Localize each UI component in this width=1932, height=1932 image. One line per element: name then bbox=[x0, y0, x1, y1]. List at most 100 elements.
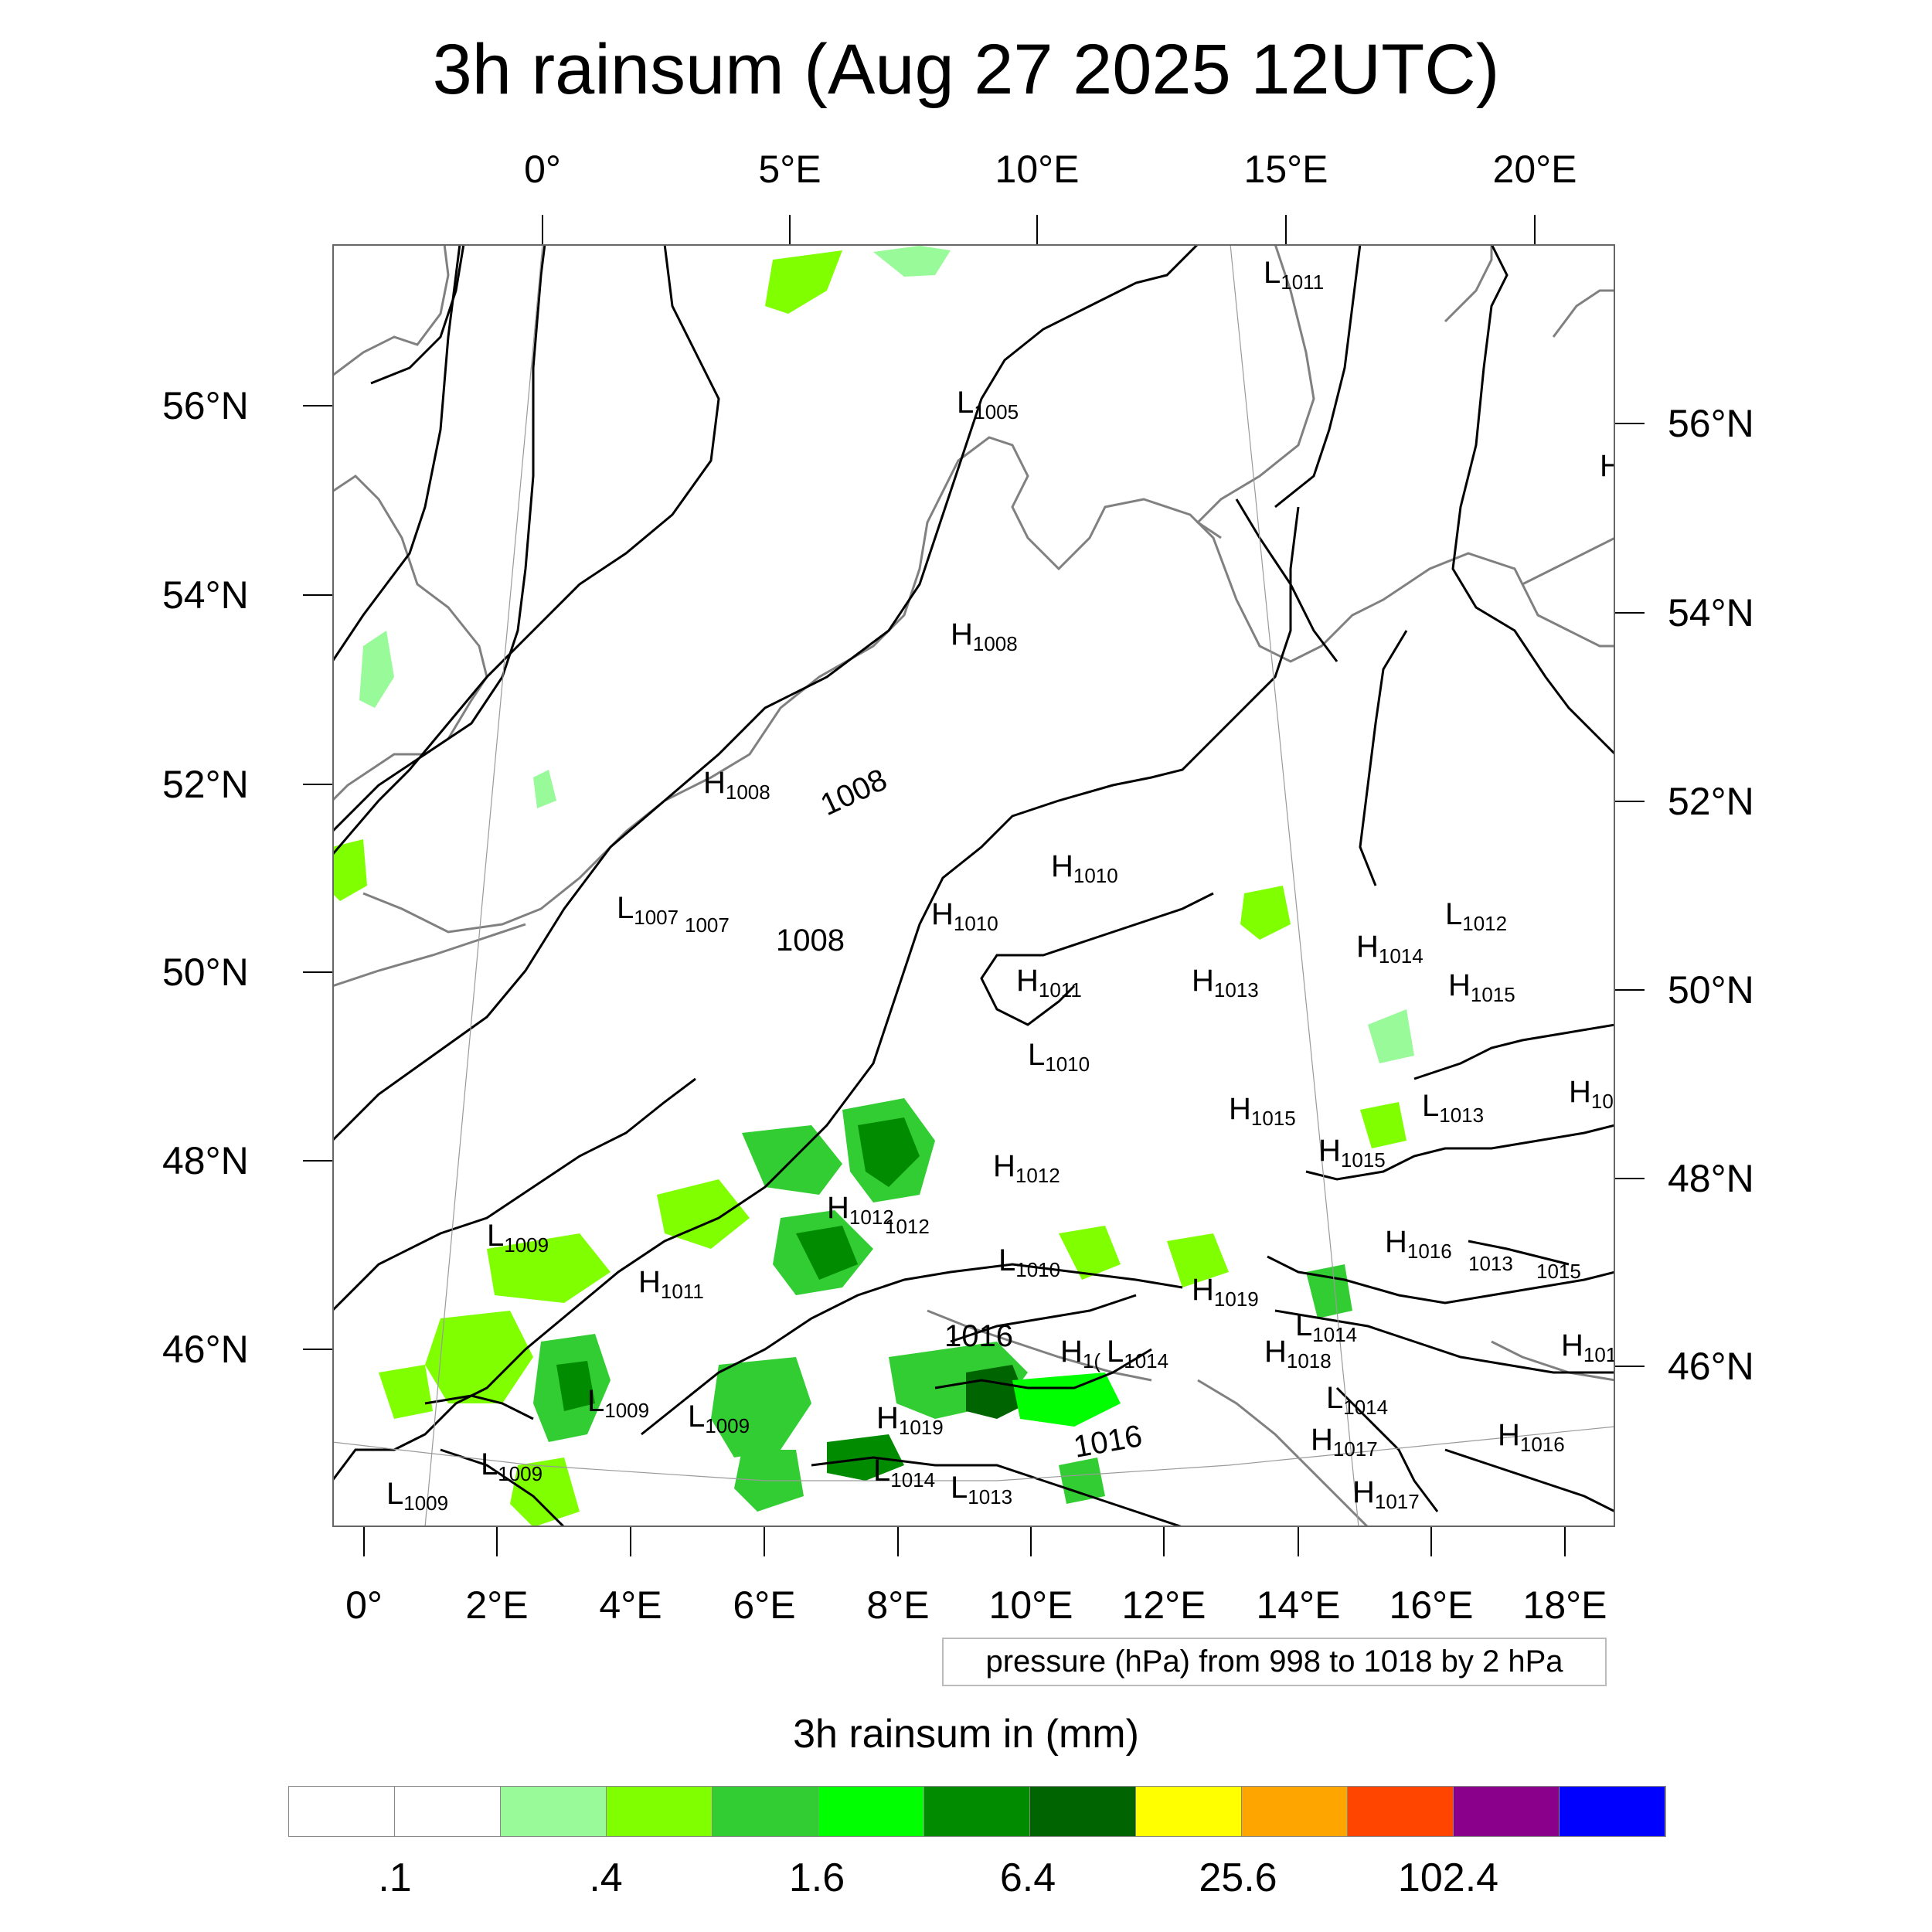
colorbar-tick-label: 102.4 bbox=[1397, 1855, 1499, 1900]
colorbar-tick-label: 1.6 bbox=[788, 1855, 845, 1900]
pressure-value: 1005 bbox=[974, 400, 1019, 423]
pressure-value: 1013 bbox=[968, 1485, 1012, 1509]
colorbar-swatch bbox=[1454, 1787, 1560, 1836]
pressure-value: 1016 bbox=[1520, 1433, 1565, 1456]
pressure-value: 1019 bbox=[1214, 1287, 1259, 1311]
right-axis-label: 46°N bbox=[1668, 1345, 1754, 1388]
colorbar-tick-label: 6.4 bbox=[999, 1855, 1056, 1900]
svg-text:L1013: L1013 bbox=[951, 1471, 1012, 1509]
top-axis-label: 0° bbox=[524, 148, 561, 191]
pressure-value: 1013 bbox=[1439, 1104, 1484, 1127]
top-axis-label: 15°E bbox=[1243, 148, 1328, 191]
colorbar-title: 3h rainsum in (mm) bbox=[793, 1712, 1139, 1757]
svg-text:1013: 1013 bbox=[1468, 1252, 1513, 1275]
pressure-value: 1014 bbox=[1312, 1323, 1357, 1346]
bottom-axis-label: 14°E bbox=[1256, 1583, 1341, 1627]
graticule bbox=[332, 244, 1615, 1527]
pressure-value: 1011 bbox=[1039, 978, 1082, 1002]
pressure-value: 10 bbox=[1591, 1090, 1614, 1113]
pressure-value: 1018 bbox=[1287, 1349, 1332, 1372]
bottom-axis-label: 18°E bbox=[1522, 1583, 1607, 1627]
pressure-value: 1013 bbox=[1214, 978, 1259, 1002]
right-axis-label: 52°N bbox=[1668, 780, 1754, 823]
map-title: 3h rainsum (Aug 27 2025 12UTC) bbox=[432, 30, 1500, 109]
left-axis-label: 48°N bbox=[162, 1139, 249, 1182]
top-axis-label: 5°E bbox=[758, 148, 821, 191]
svg-text:H1018: H1018 bbox=[1264, 1335, 1332, 1372]
colorbar-swatch bbox=[924, 1787, 1030, 1836]
map-frame bbox=[332, 244, 1615, 1527]
pressure-value: 1016 bbox=[1407, 1240, 1452, 1263]
svg-text:1012: 1012 bbox=[885, 1215, 930, 1238]
pressure-value: 1014 bbox=[1379, 944, 1423, 968]
pressure-value: 1012 bbox=[1462, 912, 1507, 935]
pressure-value: 1009 bbox=[604, 1399, 649, 1422]
colorbar-swatch bbox=[1030, 1787, 1136, 1836]
pressure-value: 1013 bbox=[1468, 1252, 1513, 1275]
bottom-axis-label: 8°E bbox=[866, 1583, 930, 1627]
top-axis-label: 20°E bbox=[1492, 148, 1577, 191]
pressure-value: 1019 bbox=[899, 1416, 944, 1439]
colorbar-tick-label: 25.6 bbox=[1199, 1855, 1277, 1900]
colorbar-tick-label: .1 bbox=[378, 1855, 412, 1900]
pressure-value: 1014 bbox=[1124, 1349, 1168, 1372]
pressure-value: 1010 bbox=[1073, 864, 1118, 887]
pressure-value: 1015 bbox=[1471, 983, 1515, 1006]
pressure-value: 1012 bbox=[885, 1215, 930, 1238]
isobar-label: 1016 bbox=[944, 1319, 1013, 1353]
svg-text:1015: 1015 bbox=[1536, 1260, 1581, 1283]
map-plot: L1011 L1005 H1008 H1008 L1007 1007 1008 … bbox=[332, 244, 1615, 1527]
right-axis-label: 54°N bbox=[1668, 591, 1754, 634]
pressure-value: 1015 bbox=[1251, 1107, 1296, 1130]
pressure-value: 1011 bbox=[661, 1280, 704, 1303]
pressure-value: 1014 bbox=[1343, 1396, 1388, 1419]
bottom-axis-label: 10°E bbox=[988, 1583, 1073, 1627]
pressure-value: 1012 bbox=[849, 1206, 894, 1229]
left-axis-label: 46°N bbox=[162, 1328, 249, 1371]
colorbar-swatch bbox=[395, 1787, 501, 1836]
pressure-value: 1015 bbox=[1341, 1148, 1386, 1172]
svg-text:H1017: H1017 bbox=[1311, 1423, 1378, 1461]
pressure-value: 1015 bbox=[1536, 1260, 1581, 1283]
bottom-axis-label: 6°E bbox=[733, 1583, 796, 1627]
pressure-value: 1014 bbox=[890, 1468, 935, 1492]
left-axis-label: 50°N bbox=[162, 951, 249, 994]
pressure-value: 101 bbox=[1583, 1343, 1615, 1366]
right-axis-label: 50°N bbox=[1668, 968, 1754, 1012]
colorbar bbox=[288, 1786, 1666, 1837]
bottom-axis-label: 2°E bbox=[465, 1583, 529, 1627]
colorbar-swatch bbox=[607, 1787, 713, 1836]
pressure-note: pressure (hPa) from 998 to 1018 by 2 hPa bbox=[942, 1638, 1607, 1686]
pressure-value: 1007 bbox=[685, 913, 730, 937]
pressure-value: 1010 bbox=[954, 912, 998, 935]
colorbar-swatch bbox=[1560, 1787, 1665, 1836]
pressure-value: 1007 bbox=[634, 906, 679, 929]
right-axis-label: 48°N bbox=[1668, 1157, 1754, 1200]
rain-field bbox=[332, 246, 1414, 1527]
pressure-value: 1011 bbox=[1281, 270, 1324, 294]
bottom-axis-label: 4°E bbox=[599, 1583, 662, 1627]
top-axis-label: 10°E bbox=[995, 148, 1080, 191]
colorbar-swatch bbox=[818, 1787, 924, 1836]
pressure-value: 1009 bbox=[403, 1492, 448, 1515]
colorbar-swatch bbox=[713, 1787, 818, 1836]
svg-text:1007: 1007 bbox=[685, 913, 730, 937]
colorbar-swatch bbox=[1348, 1787, 1454, 1836]
colorbar-swatch bbox=[289, 1787, 395, 1836]
pressure-value: 1008 bbox=[726, 781, 770, 804]
bottom-axis-label: 16°E bbox=[1389, 1583, 1474, 1627]
pressure-value: 1009 bbox=[705, 1414, 750, 1437]
svg-text:L1010: L1010 bbox=[1028, 1038, 1090, 1076]
pressure-value: 1009 bbox=[504, 1233, 549, 1257]
colorbar-swatch bbox=[1136, 1787, 1242, 1836]
pressure-value: 1( bbox=[1083, 1349, 1100, 1372]
left-axis-label: 56°N bbox=[162, 384, 249, 427]
bottom-axis-label: 0° bbox=[345, 1583, 383, 1627]
isobar-label: 1008 bbox=[776, 923, 845, 957]
colorbar-swatch bbox=[501, 1787, 607, 1836]
pressure-value: 1010 bbox=[1015, 1258, 1060, 1281]
pressure-value: 1012 bbox=[1015, 1164, 1060, 1187]
pressure-value: 1017 bbox=[1375, 1490, 1420, 1513]
colorbar-swatch bbox=[1242, 1787, 1348, 1836]
